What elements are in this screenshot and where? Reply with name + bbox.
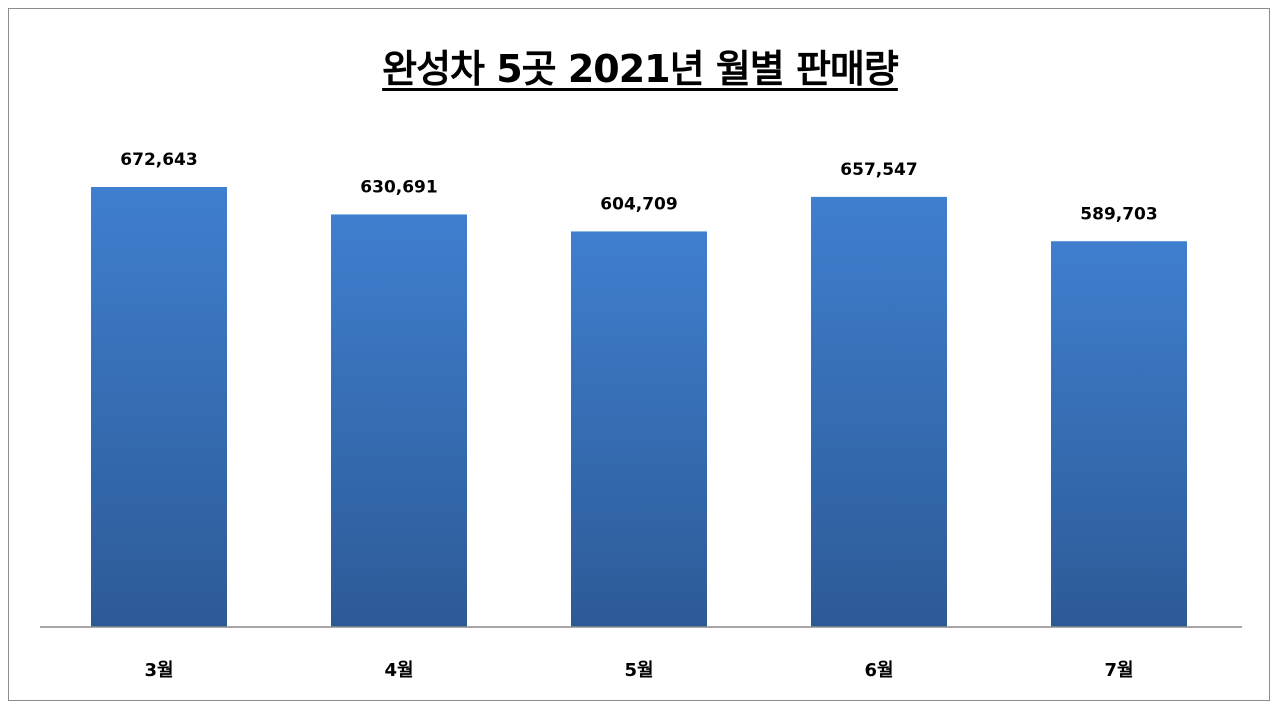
x-tick-label-3: 5월 <box>624 660 653 681</box>
data-label-2: 630,691 <box>360 177 437 197</box>
chart-title-text: 완성차 5곳 2021년 월별 판매량 <box>382 47 899 91</box>
data-label-5: 589,703 <box>1080 204 1157 224</box>
bar-4 <box>811 196 947 628</box>
labels-layer: 672,643 3월 630,691 4월 604,709 5월 657,547 6월 589,… <box>120 150 1157 681</box>
bar-5 <box>1051 241 1187 628</box>
x-tick-label-5: 7월 <box>1104 660 1133 681</box>
chart-title: 완성차 5곳 2021년 월별 판매량 <box>0 38 1280 93</box>
bars-layer <box>91 187 1187 628</box>
x-tick-label-4: 6월 <box>864 660 893 681</box>
x-tick-label-1: 3월 <box>144 660 173 681</box>
x-tick-label-2: 4월 <box>384 660 413 681</box>
data-label-1: 672,643 <box>120 150 197 170</box>
data-label-4: 657,547 <box>840 160 917 180</box>
bar-1 <box>91 187 227 627</box>
data-label-3: 604,709 <box>600 194 677 214</box>
bar-2 <box>331 214 467 627</box>
bar-3 <box>571 231 707 627</box>
